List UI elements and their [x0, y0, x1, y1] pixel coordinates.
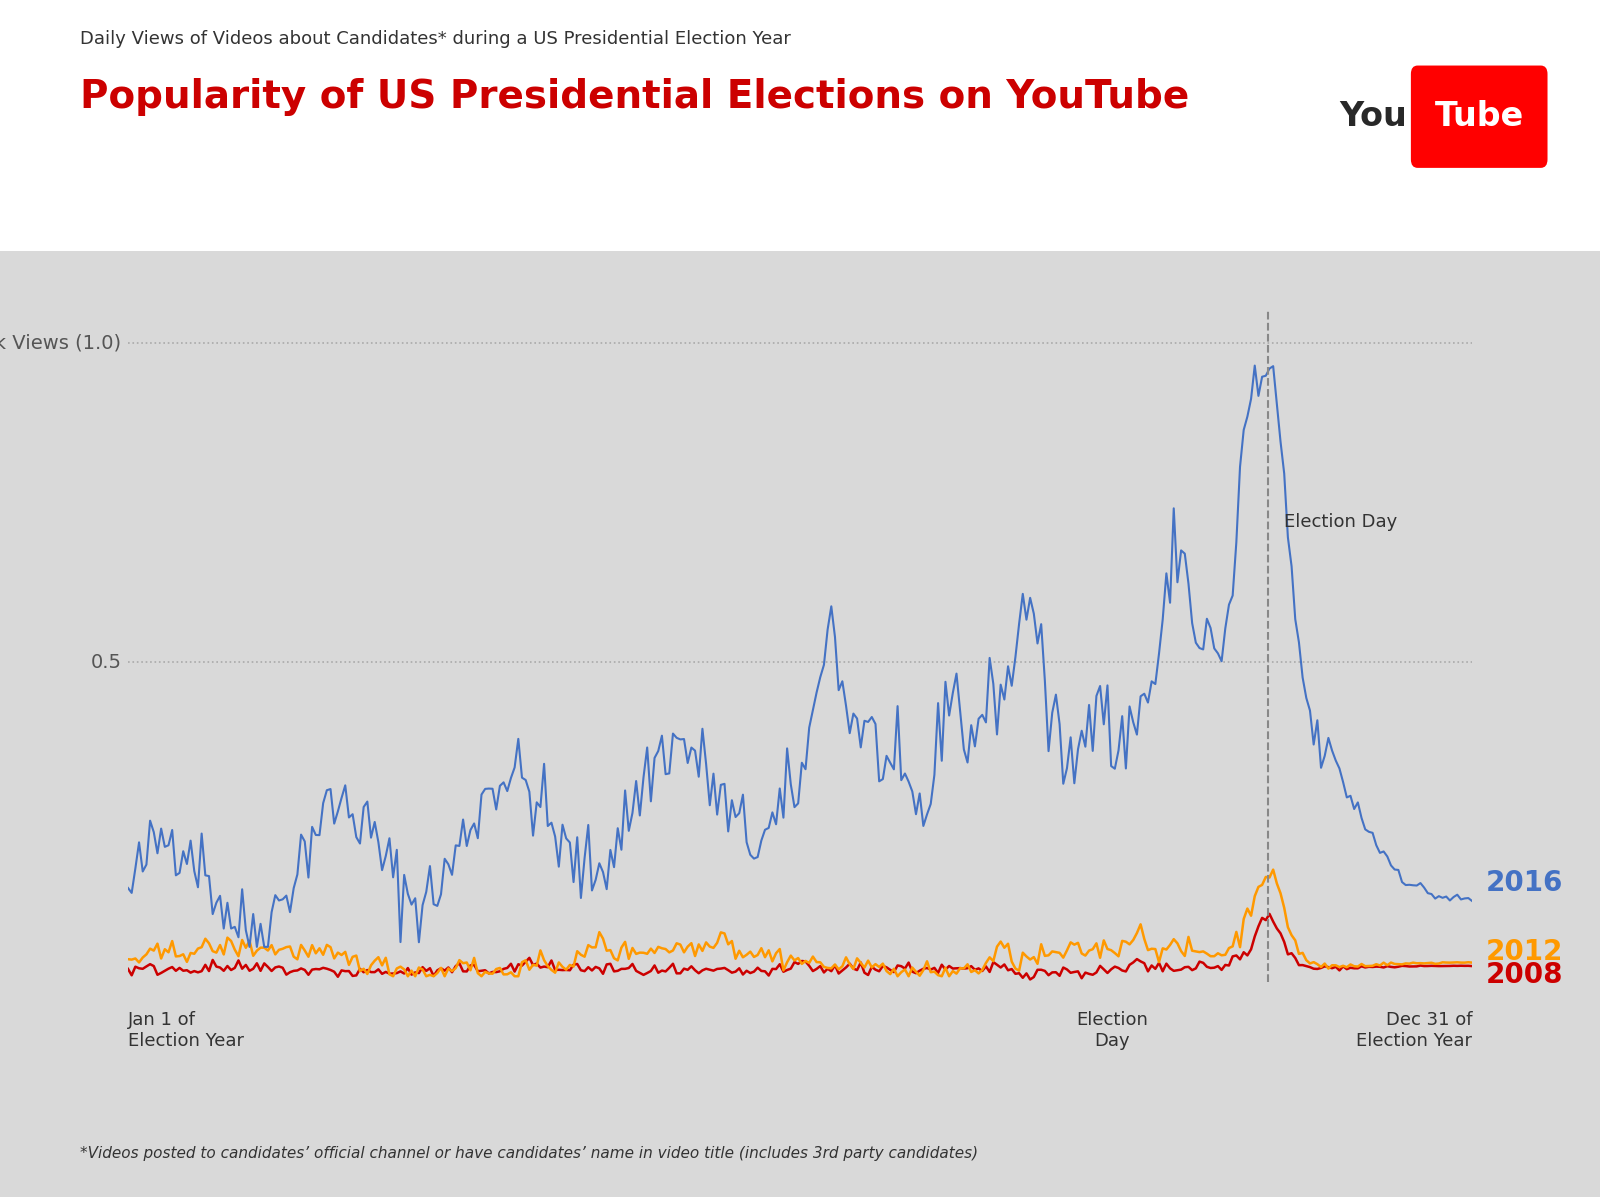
Text: Daily Views of Videos about Candidates* during a US Presidential Election Year: Daily Views of Videos about Candidates* …: [80, 30, 790, 48]
Text: 2016: 2016: [1485, 869, 1563, 897]
Text: Tube: Tube: [1435, 101, 1523, 133]
Text: Dec 31 of
Election Year: Dec 31 of Election Year: [1357, 1011, 1472, 1050]
Text: 2008: 2008: [1485, 961, 1563, 989]
Text: Peak Views (1.0): Peak Views (1.0): [0, 334, 122, 353]
Text: 0.5: 0.5: [90, 652, 122, 672]
Text: *Videos posted to candidates’ official channel or have candidates’ name in video: *Videos posted to candidates’ official c…: [80, 1146, 978, 1161]
FancyBboxPatch shape: [1411, 66, 1547, 168]
Text: Election Day: Election Day: [1283, 512, 1397, 531]
Text: Election
Day: Election Day: [1077, 1011, 1147, 1050]
Text: Jan 1 of
Election Year: Jan 1 of Election Year: [128, 1011, 243, 1050]
Text: 2012: 2012: [1485, 937, 1563, 966]
Text: You: You: [1339, 101, 1406, 133]
Text: Popularity of US Presidential Elections on YouTube: Popularity of US Presidential Elections …: [80, 78, 1189, 116]
